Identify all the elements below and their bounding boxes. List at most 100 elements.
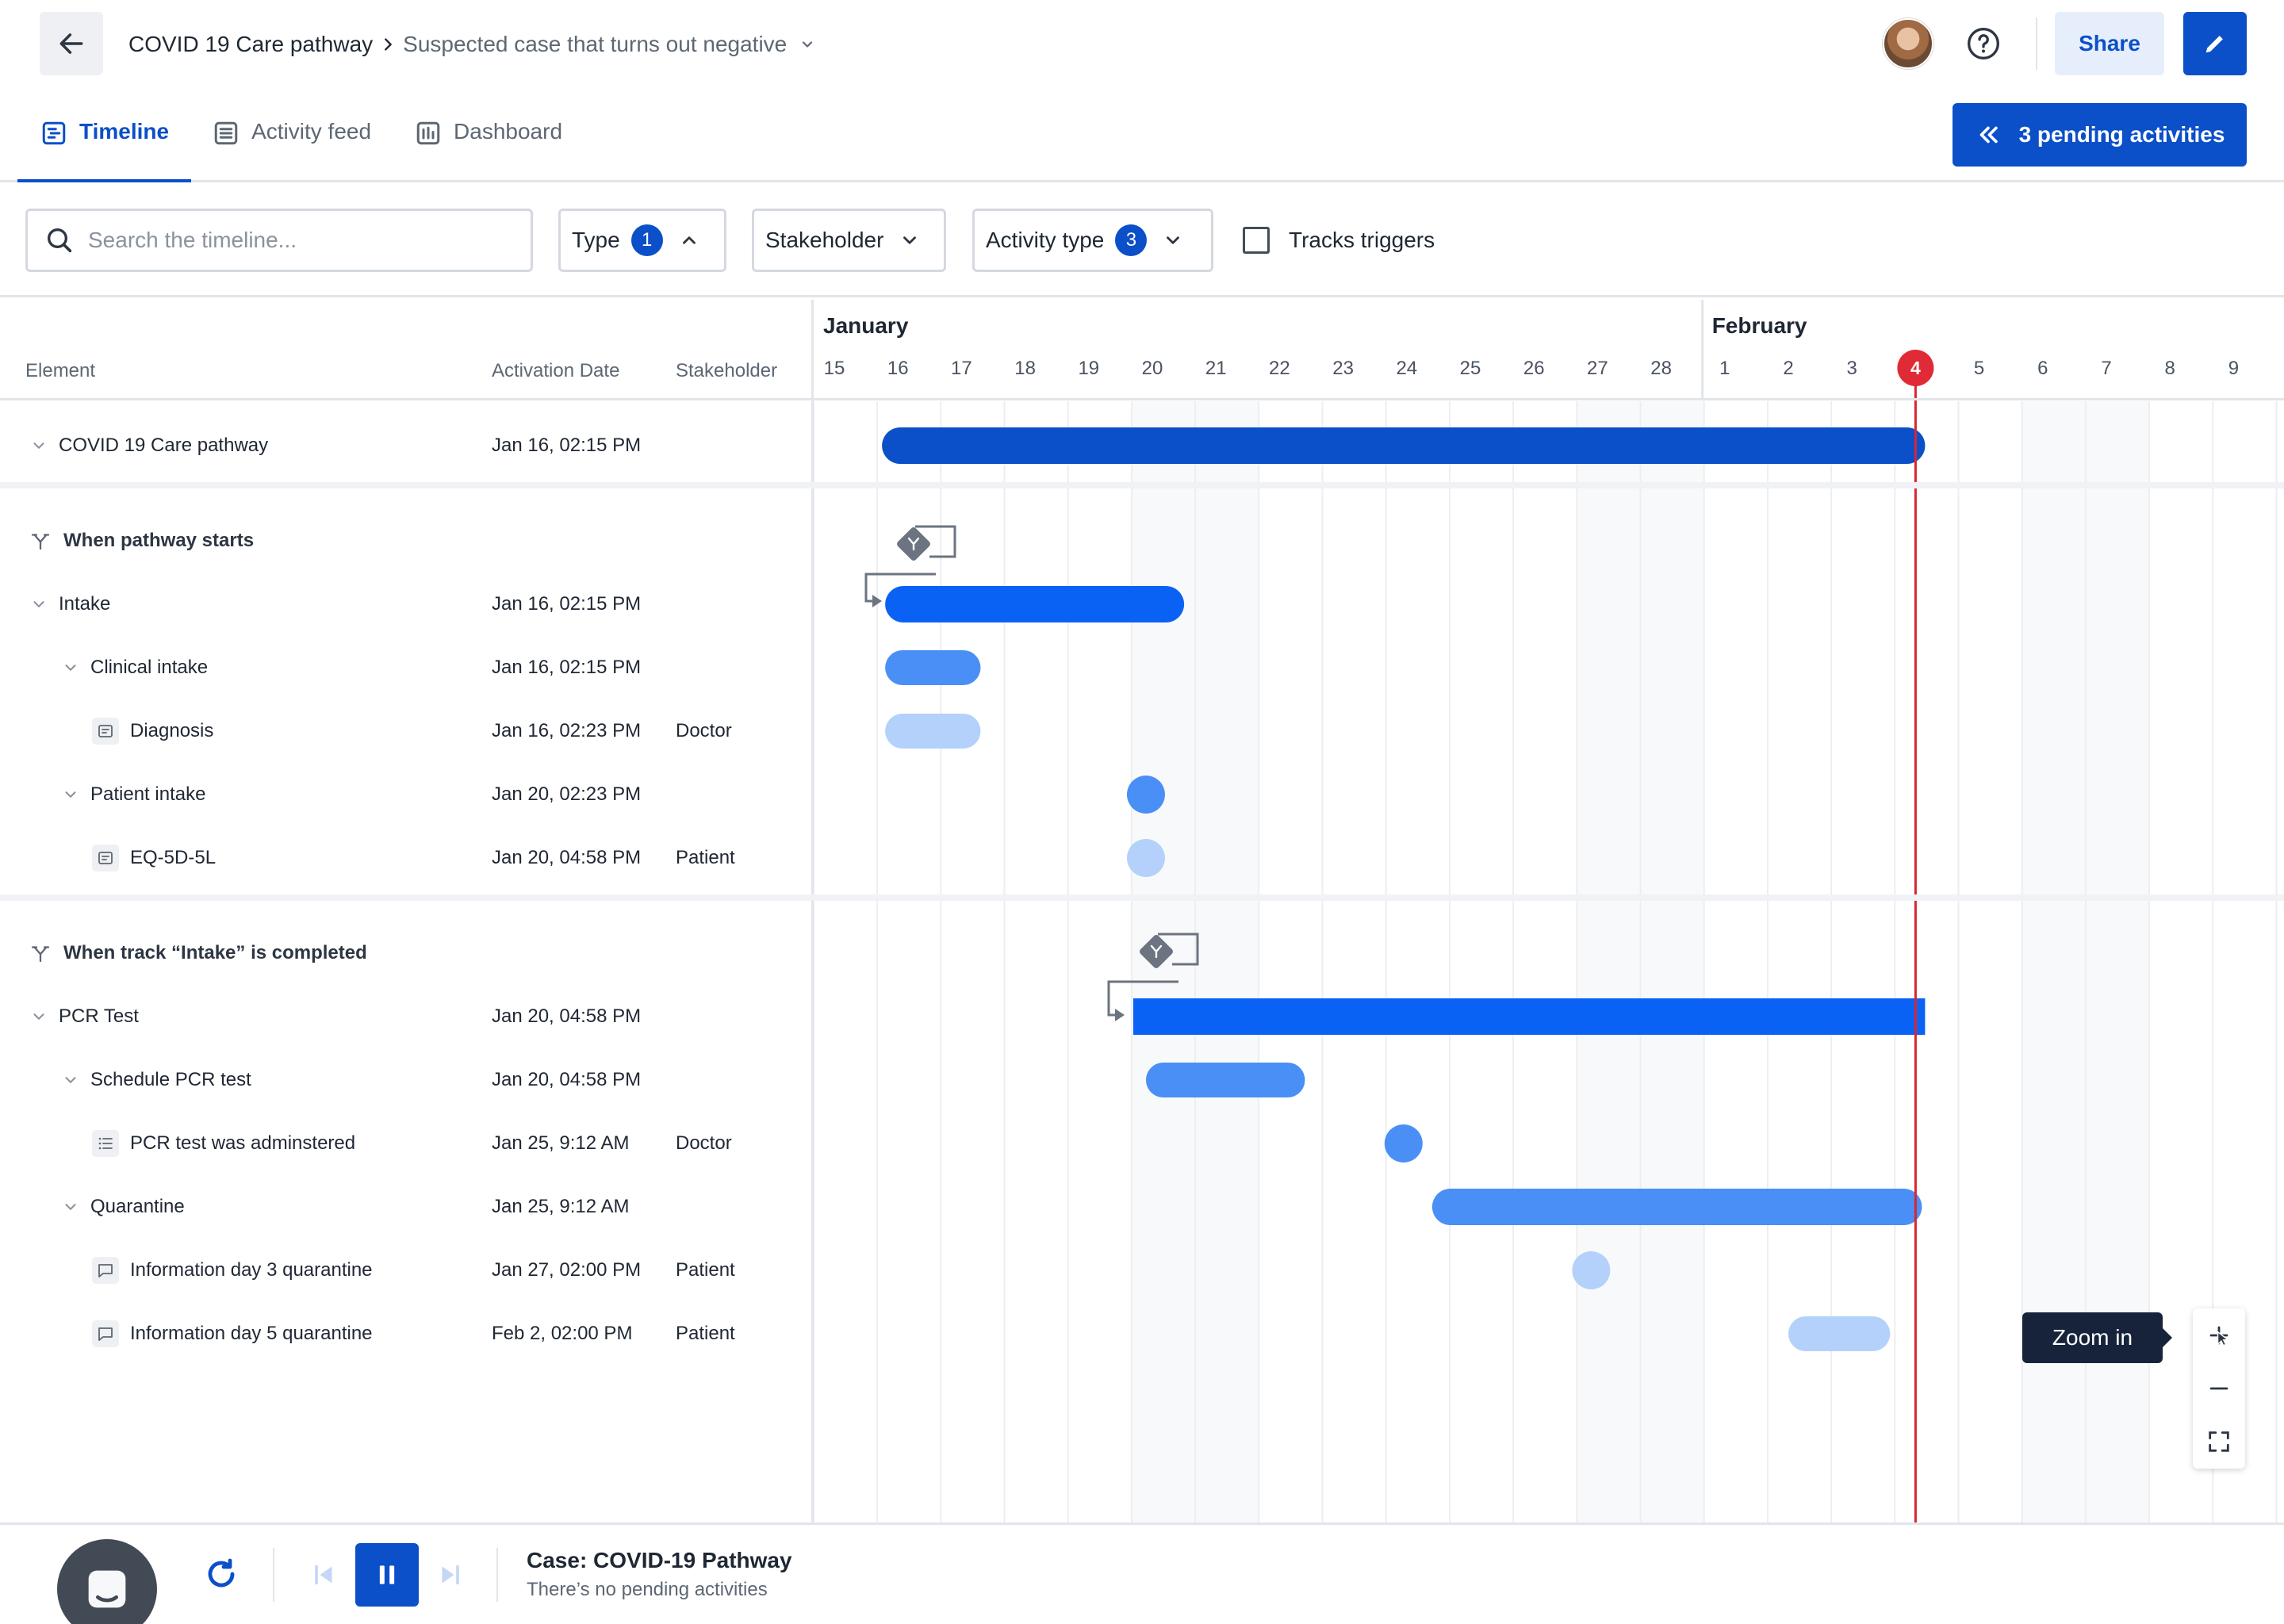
- refresh-button[interactable]: [201, 1554, 241, 1594]
- plus-icon: [2209, 1326, 2230, 1346]
- help-button[interactable]: [1965, 25, 2002, 62]
- chevron-down-icon[interactable]: [62, 1071, 79, 1089]
- table-row[interactable]: Information day 3 quarantine Jan 27, 02:0…: [0, 1239, 814, 1302]
- trigger-icon: [29, 941, 52, 965]
- row-stakeholder: Patient: [676, 847, 735, 868]
- pencil-icon: [2205, 36, 2223, 53]
- search-input[interactable]: [88, 228, 516, 253]
- row-stakeholder: Doctor: [676, 1132, 732, 1154]
- chevron-down-icon[interactable]: [62, 786, 79, 803]
- step-marker-patient-intake[interactable]: [1126, 776, 1165, 814]
- trigger-link-arrow: [1115, 1009, 1125, 1021]
- day-label-today: 4: [1910, 358, 1921, 378]
- chevron-down-icon[interactable]: [30, 437, 48, 454]
- row-activation-date: Feb 2, 02:00 PM: [492, 1323, 633, 1344]
- trigger-diamond-pathway-start-icon: [907, 537, 920, 551]
- table-row[interactable]: Patient intake Jan 20, 02:23 PM: [0, 763, 814, 826]
- row-element: Quarantine: [62, 1175, 185, 1239]
- stakeholder-filter[interactable]: Stakeholder: [752, 209, 946, 272]
- table-row[interactable]: When pathway starts: [0, 509, 814, 573]
- day-label: 21: [1205, 358, 1227, 379]
- day-label: 1: [1719, 358, 1730, 379]
- table-row[interactable]: Diagnosis Jan 16, 02:23 PM Doctor: [0, 699, 814, 763]
- chevron-up-icon: [679, 230, 699, 251]
- row-label: When pathway starts: [63, 530, 255, 551]
- day-label: 23: [1332, 358, 1354, 379]
- table-row[interactable]: PCR test was adminstered Jan 25, 9:12 AM D…: [0, 1112, 814, 1175]
- breadcrumb-case[interactable]: Suspected case that turns out negative: [403, 32, 788, 56]
- edit-button[interactable]: [2183, 12, 2247, 75]
- tracks-triggers-checkbox[interactable]: [1243, 227, 1270, 254]
- skip-forward-button[interactable]: [435, 1559, 466, 1591]
- header-divider: [2036, 17, 2037, 70]
- chat-fab-button[interactable]: [57, 1539, 157, 1624]
- back-button[interactable]: [40, 12, 103, 75]
- chevron-down-icon[interactable]: [30, 1008, 48, 1025]
- table-row[interactable]: PCR Test Jan 20, 04:58 PM: [0, 985, 814, 1048]
- activity-bar-diagnosis[interactable]: [885, 714, 981, 749]
- table-row[interactable]: Schedule PCR test Jan 20, 04:58 PM: [0, 1048, 814, 1112]
- pause-button[interactable]: [355, 1543, 419, 1607]
- chevron-right-icon: [379, 36, 397, 53]
- activity-type-filter-count: 3: [1115, 224, 1148, 256]
- avatar[interactable]: [1883, 18, 1933, 69]
- pending-activities-label: 3 pending activities: [2018, 122, 2225, 147]
- chevron-down-icon[interactable]: [62, 659, 79, 676]
- type-filter-count: 1: [630, 224, 663, 256]
- row-label: Information day 3 quarantine: [130, 1259, 373, 1281]
- step-bar-clinical-intake[interactable]: [885, 650, 981, 685]
- pathway-bar[interactable]: [882, 427, 1926, 464]
- breadcrumb-pathway[interactable]: COVID 19 Care pathway: [128, 32, 374, 56]
- chevron-down-icon[interactable]: [799, 36, 815, 52]
- form-icon: [92, 845, 119, 871]
- zoom-out-button[interactable]: [2193, 1362, 2245, 1415]
- table-row[interactable]: Information day 5 quarantine Feb 2, 02:00…: [0, 1302, 814, 1365]
- chevron-down-icon[interactable]: [62, 1198, 79, 1216]
- table-row[interactable]: When track “Intake” is completed: [0, 921, 814, 985]
- chevron-down-icon[interactable]: [30, 596, 48, 613]
- table-row[interactable]: COVID 19 Care pathway Jan 16, 02:15 PM: [0, 414, 814, 477]
- column-element: Element: [25, 360, 96, 381]
- day-label: 19: [1078, 358, 1099, 379]
- tab-timeline[interactable]: Timeline: [17, 102, 192, 182]
- column-activation-date: Activation Date: [492, 360, 620, 381]
- fullscreen-icon: [2209, 1431, 2229, 1452]
- filter-bar: Type 1 Stakeholder Activity type 3 Track…: [0, 185, 2284, 297]
- activity-marker-pcr-administered[interactable]: [1384, 1124, 1423, 1162]
- day-label: 15: [824, 358, 845, 379]
- row-element: When track “Intake” is completed: [29, 921, 367, 985]
- message-icon: [92, 1257, 119, 1284]
- breadcrumb: COVID 19 Care pathway Suspected case tha…: [128, 29, 815, 60]
- day-label: 3: [1847, 358, 1857, 379]
- step-bar-quarantine[interactable]: [1431, 1189, 1922, 1225]
- pending-activities-button[interactable]: 3 pending activities: [1953, 103, 2247, 167]
- row-element: EQ-5D-5L: [92, 826, 216, 890]
- activity-bar-info-day-5[interactable]: [1788, 1316, 1891, 1351]
- skip-back-button[interactable]: [308, 1559, 339, 1591]
- tab-dashboard[interactable]: Dashboard: [414, 102, 562, 181]
- tab-activity-feed[interactable]: Activity feed: [212, 102, 371, 181]
- share-button[interactable]: Share: [2055, 12, 2164, 75]
- table-row[interactable]: EQ-5D-5L Jan 20, 04:58 PM Patient: [0, 826, 814, 890]
- activity-marker-info-day-3[interactable]: [1572, 1251, 1611, 1289]
- search-box[interactable]: [25, 209, 533, 272]
- step-bar-schedule-pcr[interactable]: [1145, 1063, 1305, 1097]
- track-bar-intake[interactable]: [885, 586, 1185, 622]
- table-row[interactable]: Clinical intake Jan 16, 02:15 PM: [0, 636, 814, 699]
- zoom-in-button[interactable]: [2193, 1308, 2245, 1362]
- element-list: Element Activation Date Stakeholder: [0, 300, 814, 1522]
- type-filter[interactable]: Type 1: [558, 209, 726, 272]
- row-element: Clinical intake: [62, 636, 208, 699]
- activity-type-filter[interactable]: Activity type 3: [972, 209, 1213, 272]
- tab-dashboard-label: Dashboard: [454, 119, 563, 144]
- activity-marker-eq5d5l[interactable]: [1126, 839, 1165, 877]
- chevron-down-icon: [1163, 230, 1183, 251]
- fit-screen-button[interactable]: [2193, 1415, 2245, 1468]
- stakeholder-filter-label: Stakeholder: [765, 228, 884, 252]
- track-bar-pcr-test[interactable]: [1132, 998, 1926, 1035]
- row-activation-date: Jan 20, 04:58 PM: [492, 1069, 642, 1090]
- trigger-link: [864, 573, 936, 603]
- table-row[interactable]: Intake Jan 16, 02:15 PM: [0, 573, 814, 636]
- table-row[interactable]: Quarantine Jan 25, 9:12 AM: [0, 1175, 814, 1239]
- tracks-triggers-toggle[interactable]: Tracks triggers: [1243, 224, 1435, 256]
